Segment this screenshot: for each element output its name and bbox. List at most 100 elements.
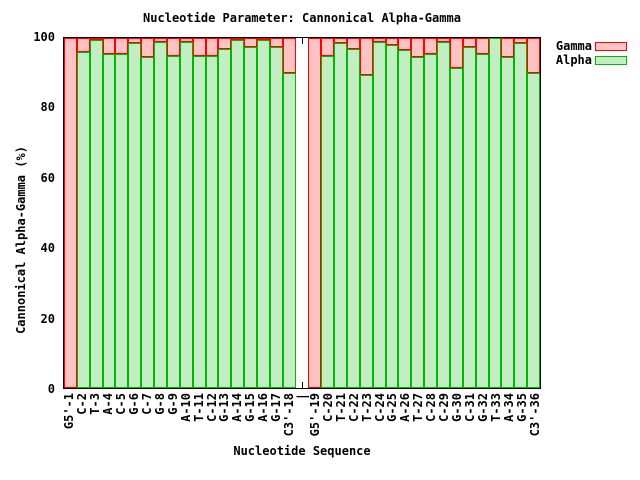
bar-segment-alpha [205,55,219,388]
bar-segment-alpha [411,57,425,388]
bar-T-27 [411,38,425,388]
bar-segment-gamma [437,38,450,42]
bar-G-30 [449,38,463,388]
x-axis-label: Nucleotide Sequence [233,444,371,458]
y-tick-label: 20 [40,311,55,326]
bar-segment-gamma [321,38,335,56]
bar-segment-gamma [154,38,167,42]
y-tick-label: 40 [40,241,55,256]
bar-segment-alpha [372,41,386,388]
bar-segment-alpha [347,48,360,388]
x-tick-label: G5'-1 [62,393,77,430]
x-tick-label: A-16 [256,393,271,422]
x-tick-label: C-29 [437,393,452,422]
x-tick-label: T-27 [411,393,426,422]
bar-segment-alpha [244,46,257,388]
bar-segment-alpha [141,57,155,388]
legend-label-gamma: Gamma [555,39,592,53]
x-tick-label: G5'-19 [307,393,322,437]
bar-C-5 [115,38,129,388]
bar-segment-gamma [64,38,77,388]
bar-segment-gamma [475,38,489,54]
bar-segment-alpha [501,57,515,388]
bar-segment-alpha [449,67,463,388]
bar-segment-gamma [385,38,399,45]
bar-C3'-18 [282,38,296,388]
bar-A-14 [231,38,245,388]
bar-segment-alpha [269,46,283,388]
x-tick-label: C-24 [372,393,387,422]
bar-segment-alpha [166,55,180,388]
x-tick-label: T-21 [333,393,348,422]
x-tick-label: | [295,393,309,401]
bar-segment-alpha [321,55,335,388]
bar-segment-gamma [282,38,296,73]
x-tick-label: C-20 [320,393,335,422]
bar-G-25 [385,38,399,388]
bar-G-8 [154,38,167,388]
bar-C-20 [321,38,335,388]
x-tick-label: A-14 [230,393,245,422]
bar-segment-gamma [231,38,245,40]
bar-segment-gamma [179,38,193,42]
x-tick-label: G-8 [152,393,167,415]
bar-C-24 [372,38,386,388]
bar-segment-gamma [398,38,412,51]
y-axis-label: Cannonical Alpha-Gamma (%) [14,146,28,334]
x-tick-label: C-2 [75,393,90,415]
bar-segment-gamma [192,38,206,56]
bar-G-15 [244,38,257,388]
legend-swatch-alpha [595,55,627,65]
bar-segment-gamma [141,38,155,58]
bar-segment-gamma [115,38,129,54]
bar-segment-gamma [359,38,373,75]
bar-segment-gamma [166,38,180,56]
bar-segment-gamma [102,38,116,54]
bar-G-6 [128,38,142,388]
y-tick-label: 100 [33,30,55,44]
y-tick-label: 80 [40,100,55,115]
bar-G-9 [166,38,180,388]
x-tick-label: T-11 [191,393,206,422]
bar-C-22 [347,38,360,388]
x-tick-label: C3'-18 [282,393,297,437]
chart-title: Nucleotide Parameter: Cannonical Alpha-G… [143,11,461,25]
bar-segment-alpha [282,73,296,388]
bar-C-7 [141,38,155,388]
bar-G-32 [475,38,489,388]
bar-segment-alpha [437,41,450,388]
bar-segment-gamma [527,38,540,73]
legend: Gamma Alpha [540,39,627,67]
bar-segment-gamma [218,38,232,49]
bar-C-2 [76,38,90,388]
x-tick-label: G-13 [217,393,232,422]
bar-G-17 [269,38,283,388]
legend-label-alpha: Alpha [555,53,592,67]
bar-segment-alpha [76,52,90,388]
bar-segment-alpha [154,41,167,388]
bar-segment-alpha [398,50,412,388]
y-tick-label: 60 [40,170,55,185]
bar-segment-gamma [308,38,322,388]
legend-item-alpha: Alpha [540,53,627,67]
x-tick-label: G-30 [450,393,465,422]
bar-segment-alpha [475,53,489,388]
bar-C3'-36 [527,38,540,388]
x-tick-label: G-9 [165,393,180,415]
x-tick-label: A-26 [398,393,413,422]
bar-G-35 [514,38,528,388]
x-tick-label: T-3 [88,393,103,415]
bar-segment-alpha [359,74,373,388]
x-tick-label: G-6 [127,393,142,415]
bar-segment-gamma [347,38,360,49]
bar-T-11 [192,38,206,388]
bar-segment-alpha [128,43,142,388]
bar-T-21 [334,38,348,388]
bar-segment-gamma [462,38,476,47]
x-tick-label: A-4 [101,393,116,415]
bar-G5'-19 [308,38,322,388]
bar-T-23 [359,38,373,388]
bar-segment-alpha [462,46,476,388]
x-tick-label: G-25 [385,393,400,422]
bar-segment-gamma [411,38,425,58]
